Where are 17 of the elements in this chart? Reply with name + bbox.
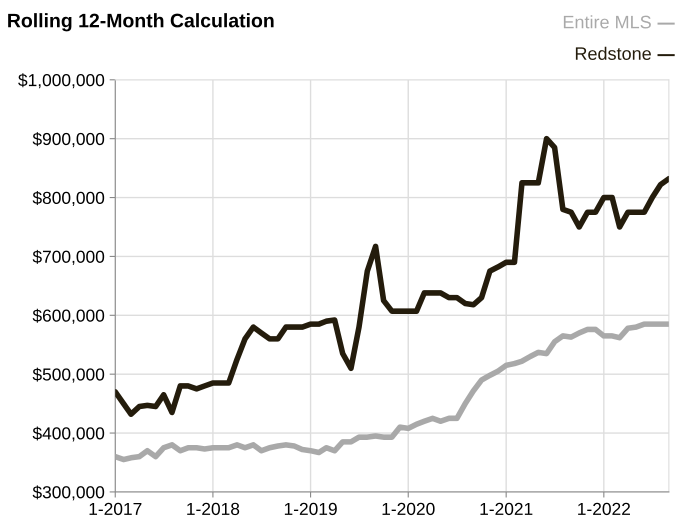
x-tick-label: 1-2017 [90,502,142,516]
chart-title: Rolling 12-Month Calculation [8,13,274,32]
y-tick-label: $300,000 [32,485,104,500]
legend-label: Redstone [576,46,651,60]
x-tick-label: 1-2021 [480,502,532,516]
x-tick-label: 1-2019 [284,502,337,516]
y-tick-label: $600,000 [32,308,104,324]
y-tick-label: $500,000 [32,368,104,383]
y-tick-label: $900,000 [32,132,104,148]
x-tick-label: 1-2020 [382,502,435,516]
x-tick-label: 1-2022 [578,502,630,516]
y-tick-label: $1,000,000 [18,73,104,88]
y-tick-label: $700,000 [32,250,104,265]
y-tick-label: $400,000 [32,426,104,442]
y-tick-label: $800,000 [32,190,104,206]
legend-label: Entire MLS [564,15,651,28]
x-tick-label: 1-2018 [187,502,240,516]
